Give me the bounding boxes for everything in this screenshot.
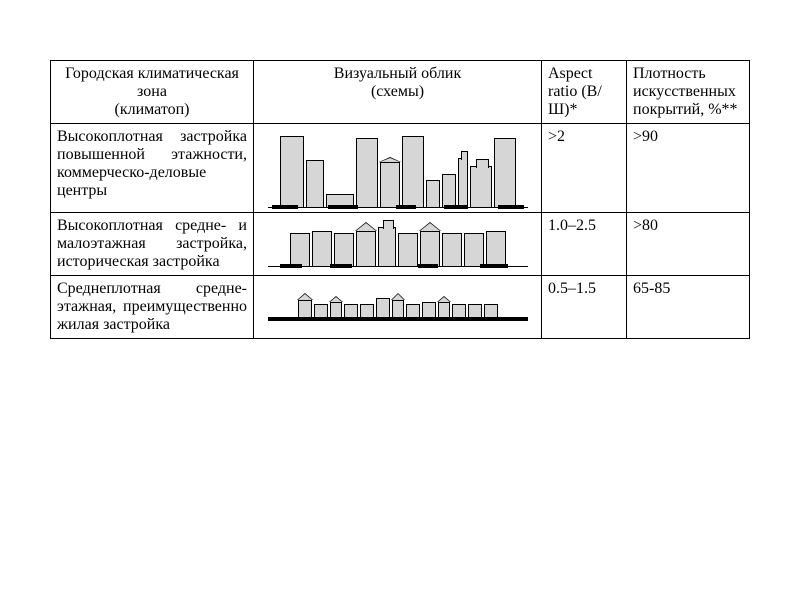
aspect-ratio-cell: >2 [542,124,627,213]
building-icon [470,166,492,208]
density-cell: >80 [627,213,750,276]
climate-zone-table: Городская климатическая зона(климатоп) В… [50,60,750,339]
building-icon [306,160,324,208]
ground-mark-icon [418,264,438,268]
visual-cell [254,124,542,213]
zone-cell: Среднеплотная средне-этажная, преимущест… [51,276,254,339]
ground-mark-icon [480,264,508,268]
col-header-aspect: Aspect ratio (В/Ш)* [542,61,627,124]
building-step-icon [476,159,489,168]
visual-cell [254,213,542,276]
table-row: Высокоплотная застройка повышенной этажн… [51,124,750,213]
building-icon [312,231,332,267]
building-step-icon [383,220,394,229]
building-icon [290,233,310,267]
zone-cell: Высокоплотная средне- и малоэтажная заст… [51,213,254,276]
page: Городская климатическая зона(климатоп) В… [0,0,800,339]
building-icon [464,233,484,267]
aspect-ratio-cell: 0.5–1.5 [542,276,627,339]
ground-mark-icon [268,317,528,321]
ground-mark-icon [498,205,524,209]
building-icon [380,162,400,208]
building-icon [442,233,462,267]
building-icon [398,233,418,267]
building-icon [494,138,516,208]
building-icon [402,136,424,208]
ground-mark-icon [444,205,468,209]
building-icon [442,174,456,208]
skyline-schematic [268,128,528,208]
skyline-schematic [268,217,528,267]
table-row: Высокоплотная средне- и малоэтажная заст… [51,213,750,276]
ground-mark-icon [272,205,298,209]
zone-cell: Высокоплотная застройка повышенной этажн… [51,124,254,213]
building-icon [280,136,304,208]
col-header-visual: Визуальный облик(схемы) [254,61,542,124]
col-header-density: Плотность искусственных покрытий, %** [627,61,750,124]
ground-mark-icon [328,205,358,209]
building-icon [426,180,440,208]
visual-cell [254,276,542,339]
col-header-zone: Городская климатическая зона(климатоп) [51,61,254,124]
building-icon [486,231,506,267]
table-row: Среднеплотная средне-этажная, преимущест… [51,276,750,339]
building-step-icon [461,151,468,160]
building-icon [356,138,378,208]
building-icon [378,227,396,267]
building-icon [334,233,354,267]
building-icon [458,158,468,208]
ground-mark-icon [396,205,416,209]
building-icon [356,231,376,267]
table-header-row: Городская климатическая зона(климатоп) В… [51,61,750,124]
ground-mark-icon [330,264,352,268]
aspect-ratio-cell: 1.0–2.5 [542,213,627,276]
density-cell: >90 [627,124,750,213]
density-cell: 65-85 [627,276,750,339]
ground-mark-icon [280,264,302,268]
building-icon [420,231,440,267]
skyline-schematic [268,280,528,320]
table-body: Высокоплотная застройка повышенной этажн… [51,124,750,339]
